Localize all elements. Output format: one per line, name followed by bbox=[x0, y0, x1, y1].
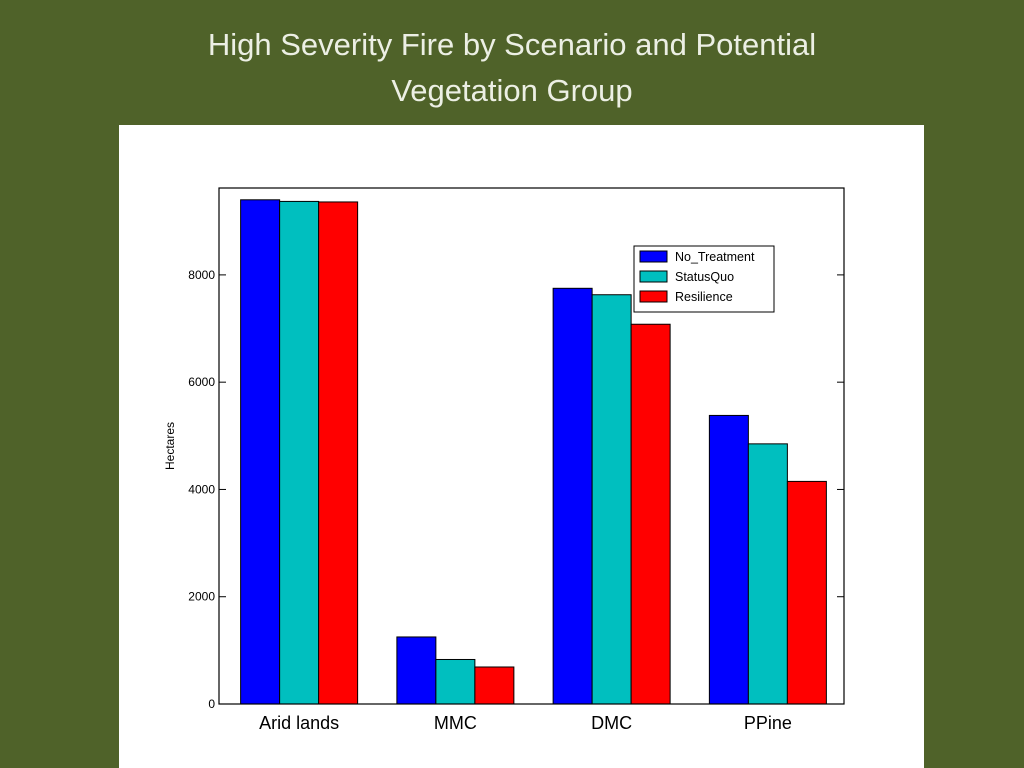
x-category-label: MMC bbox=[434, 713, 477, 733]
bar-mmc-no_treatment bbox=[396, 636, 437, 705]
bar-arid-lands-resilience bbox=[318, 201, 359, 705]
bar-dmc-no_treatment bbox=[552, 287, 593, 705]
legend-label-no_treatment: No_Treatment bbox=[675, 250, 755, 264]
bar-dmc-statusquo bbox=[591, 294, 632, 705]
bars-group bbox=[240, 199, 827, 705]
y-tick-label: 8000 bbox=[188, 268, 215, 282]
legend-swatch-statusquo bbox=[639, 270, 668, 283]
bar-ppine-resilience bbox=[786, 480, 827, 705]
y-axis-label: Hectares bbox=[163, 422, 177, 470]
y-tick-label: 0 bbox=[208, 697, 215, 711]
legend: No_Treatment StatusQuo Resilience bbox=[633, 245, 775, 313]
y-axis-ticks: 0 2000 4000 6000 8000 bbox=[188, 268, 844, 711]
y-tick-label: 4000 bbox=[188, 482, 215, 496]
bar-mmc-statusquo bbox=[435, 658, 476, 705]
chart-panel: 0 2000 4000 6000 8000 Arid lands MMC DMC PPine … bbox=[119, 125, 924, 768]
bar-arid-lands-statusquo bbox=[279, 200, 320, 705]
bar-ppine-no_treatment bbox=[708, 414, 749, 705]
slide-title-line-1: High Severity Fire by Scenario and Poten… bbox=[207, 27, 817, 62]
slide-title: High Severity Fire by Scenario and Poten… bbox=[0, 22, 1024, 114]
x-category-label: Arid lands bbox=[259, 713, 339, 733]
bar-ppine-statusquo bbox=[747, 443, 788, 705]
x-category-label: PPine bbox=[744, 713, 792, 733]
plot-frame bbox=[218, 187, 845, 705]
x-axis-labels: Arid lands MMC DMC PPine bbox=[259, 713, 792, 733]
bar-mmc-resilience bbox=[474, 666, 515, 705]
bar-arid-lands-no_treatment bbox=[240, 199, 281, 705]
legend-label-resilience: Resilience bbox=[675, 290, 733, 304]
slide-title-line-2: Vegetation Group bbox=[391, 73, 633, 108]
bar-dmc-resilience bbox=[630, 323, 671, 705]
y-tick-label: 6000 bbox=[188, 375, 215, 389]
legend-swatch-no_treatment bbox=[639, 250, 668, 263]
legend-swatch-resilience bbox=[639, 290, 668, 303]
legend-label-statusquo: StatusQuo bbox=[675, 270, 734, 284]
y-tick-label: 2000 bbox=[188, 590, 215, 604]
x-category-label: DMC bbox=[591, 713, 632, 733]
